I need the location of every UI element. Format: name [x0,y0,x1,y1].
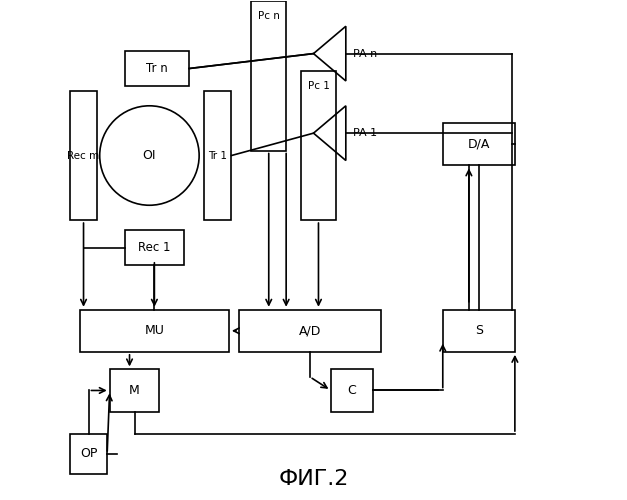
Text: A/D: A/D [298,324,321,338]
FancyBboxPatch shape [110,370,159,412]
Text: M: M [129,384,140,397]
FancyBboxPatch shape [443,310,515,352]
FancyBboxPatch shape [443,123,515,166]
Text: Rec 1: Rec 1 [138,241,171,254]
FancyBboxPatch shape [125,230,184,265]
Text: OI: OI [143,149,156,162]
FancyBboxPatch shape [204,91,231,220]
Text: S: S [475,324,483,338]
Text: Tr 1: Tr 1 [208,150,227,160]
FancyBboxPatch shape [80,310,229,352]
Text: Rec m: Rec m [68,150,100,160]
FancyBboxPatch shape [125,51,189,86]
FancyBboxPatch shape [251,2,286,150]
Text: Tr n: Tr n [146,62,168,75]
Text: PA n: PA n [353,48,377,58]
FancyBboxPatch shape [331,370,373,412]
Text: Pc n: Pc n [258,12,280,22]
FancyBboxPatch shape [301,71,336,220]
Text: Pc 1: Pc 1 [307,81,329,91]
FancyBboxPatch shape [70,91,97,220]
Text: OP: OP [80,448,97,460]
Text: PA 1: PA 1 [353,128,377,138]
Text: C: C [347,384,356,397]
FancyBboxPatch shape [239,310,381,352]
Text: MU: MU [144,324,164,338]
Text: ФИГ.2: ФИГ.2 [278,468,349,488]
Text: D/A: D/A [468,138,490,151]
FancyBboxPatch shape [70,434,107,474]
